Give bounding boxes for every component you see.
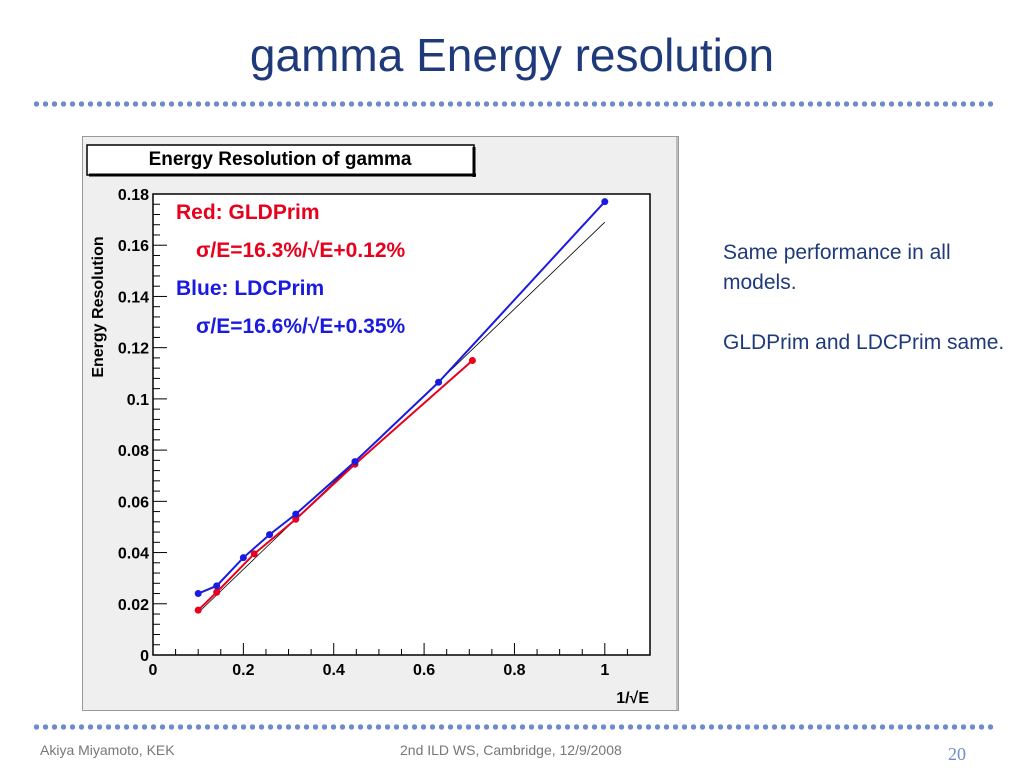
plot-frame: Energy Resolution of gamma 0 0.2 0.4 0.6 0.8… bbox=[82, 136, 679, 711]
data-point-blue bbox=[601, 198, 609, 206]
y-tick-label: 0.14 bbox=[118, 289, 149, 306]
data-point-blue bbox=[239, 554, 247, 562]
x-tick-label: 0 bbox=[149, 662, 158, 679]
data-point-red bbox=[194, 606, 202, 614]
series-line-blue bbox=[197, 201, 606, 595]
x-tick-label: 0.6 bbox=[413, 662, 435, 679]
note-performance: Same performance in all models. bbox=[723, 241, 951, 294]
x-axis-label: 1/√E bbox=[616, 690, 649, 707]
x-tick-label: 0.8 bbox=[503, 662, 525, 679]
data-points bbox=[194, 198, 609, 614]
side-notes: Same performance in all models. GLDPrim … bbox=[723, 238, 1013, 388]
series-line-red bbox=[197, 359, 474, 611]
y-tick-label: 0.1 bbox=[127, 392, 149, 409]
chart-title: Energy Resolution of gamma bbox=[149, 149, 412, 170]
legend-red-formula: σ/E=16.3%/√E+0.12% bbox=[196, 239, 406, 262]
bottom-dotted-divider bbox=[32, 724, 994, 730]
data-point-blue bbox=[194, 590, 202, 598]
note-same: GLDPrim and LDCPrim same. bbox=[723, 331, 1005, 354]
top-dotted-divider bbox=[32, 101, 994, 107]
footer-author: Akiya Miyamoto, KEK bbox=[40, 742, 175, 758]
data-point-red bbox=[213, 588, 221, 596]
data-point-blue bbox=[435, 378, 443, 386]
y-tick-label: 0.02 bbox=[118, 597, 149, 614]
chart-title-box bbox=[86, 144, 475, 176]
legend-blue-formula: σ/E=16.6%/√E+0.35% bbox=[196, 315, 406, 338]
data-point-red bbox=[250, 550, 258, 558]
x-tick-label: 0.4 bbox=[323, 662, 345, 679]
y-tick-label: 0.08 bbox=[118, 443, 149, 460]
y-tick-label: 0.18 bbox=[118, 187, 149, 204]
y-axis-label: Energy Resolution bbox=[90, 236, 107, 377]
y-tick-label: 0.06 bbox=[118, 494, 149, 511]
data-point-blue bbox=[292, 510, 300, 518]
x-tick-label: 0.2 bbox=[232, 662, 254, 679]
footer-event: 2nd ILD WS, Cambridge, 12/9/2008 bbox=[400, 742, 622, 758]
data-point-blue bbox=[213, 582, 221, 590]
legend-blue-label: Blue: LDCPrim bbox=[176, 277, 324, 300]
y-tick-label: 0.12 bbox=[118, 341, 149, 358]
axis-ticks: 0 0.2 0.4 0.6 0.8 1 0 0.02 0.04 0.06 0.08 0.1 0.12 0.… bbox=[118, 187, 651, 679]
data-point-red bbox=[468, 356, 476, 364]
series-lines bbox=[197, 201, 606, 614]
data-point-red bbox=[292, 515, 300, 523]
data-point-blue bbox=[351, 458, 359, 466]
legend-red-label: Red: GLDPrim bbox=[176, 201, 320, 224]
plot-area bbox=[152, 193, 651, 656]
y-tick-label: 0 bbox=[140, 648, 149, 665]
y-tick-label: 0.04 bbox=[118, 546, 149, 563]
slide-title: gamma Energy resolution bbox=[249, 29, 775, 81]
y-tick-label: 0.16 bbox=[118, 238, 149, 255]
x-tick-label: 1 bbox=[600, 662, 609, 679]
data-point-blue bbox=[266, 531, 274, 539]
chart-svg: Energy Resolution of gamma 0 0.2 0.4 0.6 0.8… bbox=[86, 144, 651, 707]
page-number: 20 bbox=[948, 744, 966, 764]
